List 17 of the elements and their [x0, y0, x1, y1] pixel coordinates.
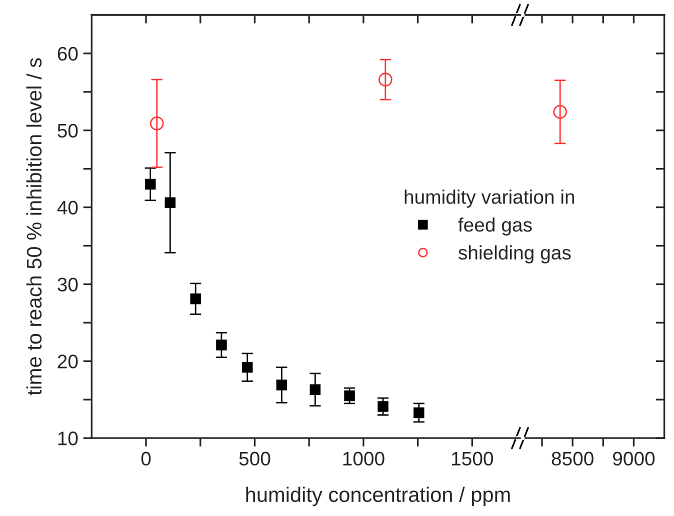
y-tick-label: 20 [58, 354, 78, 368]
legend-label: shielding gas [458, 245, 571, 264]
y-tick-label: 30 [58, 278, 78, 292]
x-tick-label: 0 [141, 452, 151, 466]
x-tick-label: 500 [239, 452, 270, 466]
x-tick-label: 8500 [552, 452, 594, 466]
legend-title: humidity variation in [404, 190, 574, 208]
x-tick-label: 9000 [613, 452, 655, 466]
legend-label: feed gas [458, 217, 532, 236]
y-tick-label: 50 [58, 124, 78, 138]
x-tick-label: 1000 [343, 452, 384, 466]
y-tick-label: 10 [58, 432, 78, 446]
x-axis-title: humidity concentration / ppm [246, 486, 510, 506]
y-tick-label: 40 [57, 200, 78, 215]
y-axis-title: time to reach 50 % inhibition level / s [26, 58, 42, 396]
x-tick-label: 1500 [452, 452, 494, 466]
y-tick-label: 60 [58, 46, 78, 61]
